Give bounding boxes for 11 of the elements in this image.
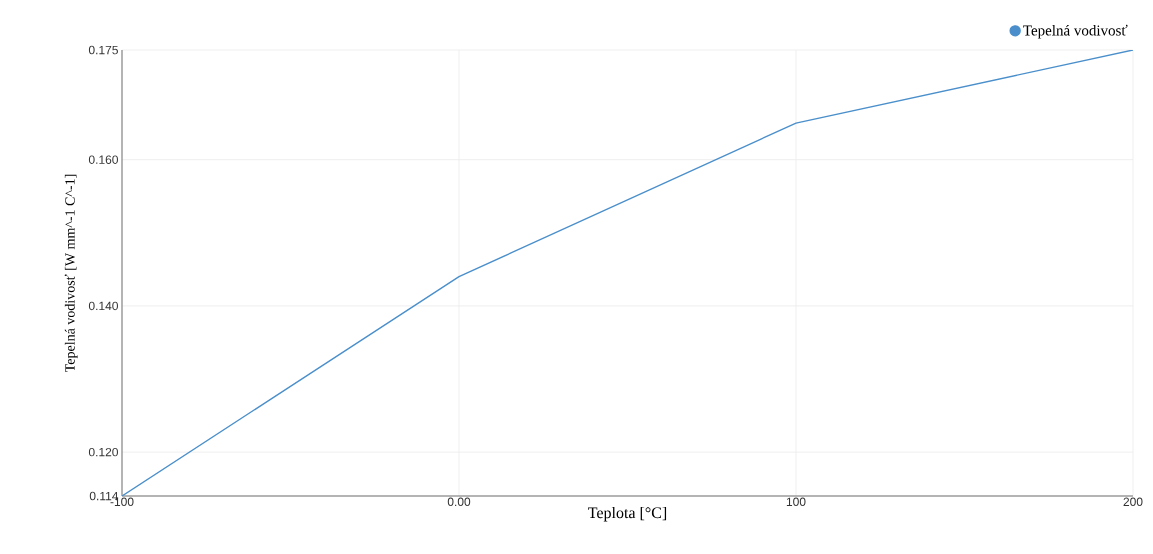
x-tick-label: 100 — [786, 497, 806, 507]
line-series — [122, 50, 1133, 496]
y-tick-label: 0.140 — [88, 301, 118, 311]
legend-label: Tepelná vodivosť — [1023, 24, 1128, 39]
y-axis-title: Tepelná vodivosť [W mm^-1 C^-1] — [64, 174, 78, 373]
x-tick-label: 200 — [1123, 497, 1143, 507]
y-tick-label: 0.120 — [88, 447, 118, 457]
y-tick-label: 0.175 — [88, 45, 118, 55]
x-tick-label: 0.00 — [447, 497, 471, 507]
y-tick-label: 0.160 — [88, 155, 118, 164]
x-axis-title: Teplota [°C] — [588, 506, 667, 522]
